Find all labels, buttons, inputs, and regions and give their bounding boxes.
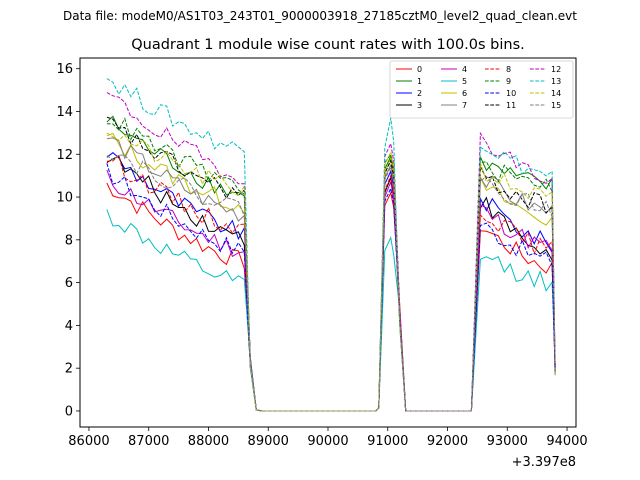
x-offset-label: +3.397e8	[512, 455, 576, 470]
legend-box	[389, 60, 574, 119]
x-tick-label: 86000	[68, 434, 109, 449]
legend-label-9: 9	[506, 77, 511, 86]
legend-label-4: 4	[462, 65, 467, 74]
y-tick-label: 2	[65, 362, 73, 377]
y-tick-label: 4	[65, 319, 73, 334]
x-tick-label: 94000	[546, 434, 587, 449]
y-axis: 0 2 4 6 8 10 12 14 16	[56, 62, 80, 419]
legend-label-0: 0	[417, 65, 422, 74]
figure-suptitle: Data file: modeM0/AS1T03_243T01_90000039…	[63, 9, 577, 23]
y-tick-label: 8	[65, 233, 73, 248]
x-tick-label: 91000	[367, 434, 408, 449]
x-axis: 86000 87000 88000 89000 90000 91000 92000 93000…	[68, 427, 588, 449]
y-tick-label: 16	[56, 62, 73, 77]
y-tick-label: 10	[56, 191, 73, 206]
x-tick-label: 89000	[248, 434, 289, 449]
series-layer	[106, 78, 556, 412]
x-tick-label: 90000	[307, 434, 348, 449]
chart-title: Quadrant 1 module wise count rates with …	[131, 37, 525, 53]
x-tick-label: 88000	[188, 434, 229, 449]
legend-label-13: 13	[551, 77, 561, 86]
x-tick-label: 93000	[487, 434, 528, 449]
y-tick-label: 14	[56, 105, 73, 120]
legend-label-7: 7	[462, 101, 467, 110]
legend-label-2: 2	[417, 89, 422, 98]
series-line-9	[106, 117, 556, 412]
x-tick-label: 87000	[128, 434, 169, 449]
legend-label-1: 1	[417, 77, 422, 86]
y-tick-label: 12	[56, 148, 73, 163]
series-line-14	[106, 132, 556, 412]
legend-label-5: 5	[462, 77, 467, 86]
legend-label-8: 8	[506, 65, 511, 74]
y-tick-label: 0	[65, 404, 73, 419]
legend-label-12: 12	[551, 65, 561, 74]
series-line-15	[106, 154, 556, 412]
legend-label-6: 6	[462, 89, 467, 98]
legend-label-10: 10	[506, 89, 516, 98]
legend-label-14: 14	[551, 89, 561, 98]
legend-label-11: 11	[506, 101, 516, 110]
series-line-13	[106, 78, 556, 412]
x-tick-label: 92000	[427, 434, 468, 449]
legend-label-15: 15	[551, 101, 561, 110]
legend-label-3: 3	[417, 101, 422, 110]
y-tick-label: 6	[65, 276, 73, 291]
